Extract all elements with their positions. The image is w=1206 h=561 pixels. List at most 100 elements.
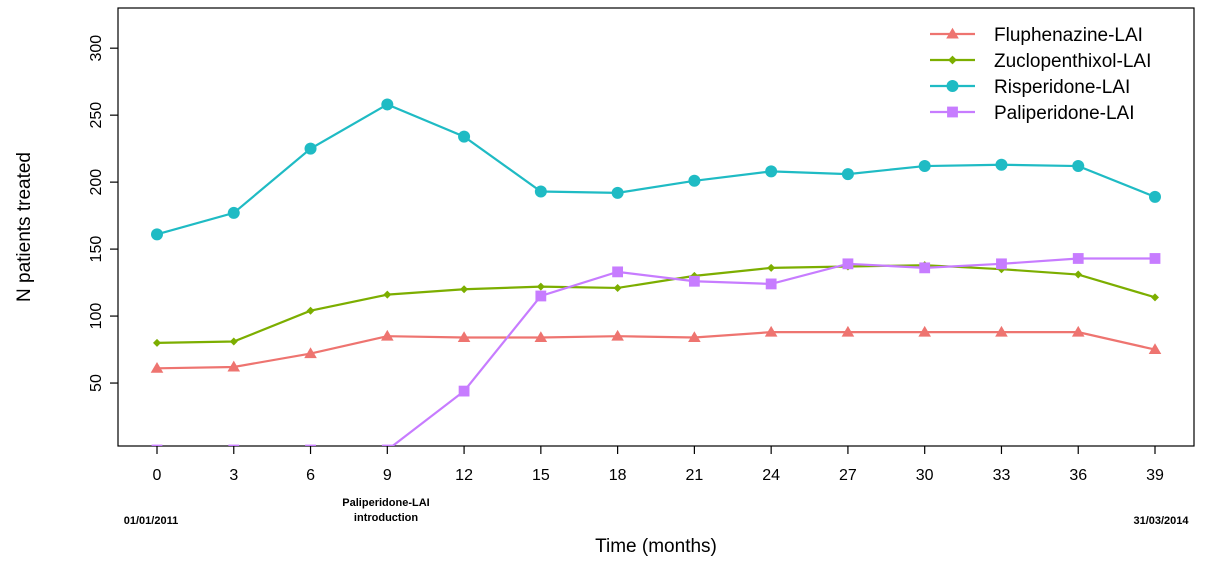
plot-frame: [117, 7, 1195, 447]
y-tick-label: 200: [88, 169, 105, 196]
x-axis: 0 3 6 9 12 15 18 21 24 27 30 33 36 39: [153, 446, 1164, 484]
legend-item-paliperidone-lai: Paliperidone-LAI: [930, 103, 1134, 124]
series-fluphenazine-lai: [150, 325, 1162, 373]
data-point-fluphenazine-lai: [381, 329, 394, 341]
data-point-paliperidone-lai: [228, 444, 240, 446]
data-point-paliperidone-lai: [688, 275, 700, 287]
data-point-paliperidone-lai: [381, 444, 393, 446]
legend-label: Fluphenazine-LAI: [994, 25, 1143, 46]
x-tick-label: 21: [685, 467, 703, 484]
data-point-risperidone-lai: [1149, 190, 1161, 203]
legend: Fluphenazine-LAI Zuclopenthixol-LAI Risper…: [930, 25, 1151, 124]
data-point-zuclopenthixol-lai: [460, 285, 469, 294]
data-point-zuclopenthixol-lai: [767, 263, 776, 272]
data-point-fluphenazine-lai: [227, 360, 241, 372]
data-point-fluphenazine-lai: [534, 331, 548, 343]
x-tick-label: 3: [229, 467, 238, 484]
legend-marker: [946, 80, 959, 92]
series-line-risperidone-lai: [156, 103, 1156, 236]
x-tick-label: 33: [993, 467, 1011, 484]
y-tick-label: 250: [88, 102, 105, 129]
data-point-zuclopenthixol-lai: [229, 337, 238, 346]
y-tick-label: 150: [88, 236, 105, 263]
end-date-annotation: 31/03/2014: [1133, 515, 1189, 527]
introduction-annotation-line2: introduction: [354, 512, 418, 524]
data-point-risperidone-lai: [611, 186, 624, 199]
legend-label: Paliperidone-LAI: [994, 103, 1134, 124]
series-line-paliperidone-lai: [390, 257, 1155, 446]
data-point-fluphenazine-lai: [1071, 325, 1085, 337]
series-layer: [150, 98, 1162, 446]
data-point-fluphenazine-lai: [764, 325, 778, 337]
x-tick-label: 9: [383, 467, 392, 484]
x-tick-label: 39: [1146, 467, 1164, 484]
data-point-fluphenazine-lai: [457, 331, 471, 343]
data-point-risperidone-lai: [534, 185, 547, 198]
legend-label: Zuclopenthixol-LAI: [994, 51, 1151, 72]
x-tick-label: 36: [1069, 467, 1087, 484]
data-point-fluphenazine-lai: [918, 325, 931, 337]
series-line-zuclopenthixol-lai: [156, 264, 1156, 344]
data-point-risperidone-lai: [381, 98, 394, 111]
x-tick-label: 0: [153, 467, 162, 484]
legend-marker: [946, 27, 959, 39]
data-point-risperidone-lai: [995, 158, 1008, 171]
data-point-fluphenazine-lai: [304, 347, 317, 359]
data-point-paliperidone-lai: [305, 444, 316, 446]
data-point-fluphenazine-lai: [688, 331, 701, 343]
series-line-fluphenazine-lai: [156, 331, 1156, 370]
data-point-paliperidone-lai: [765, 278, 777, 290]
data-point-zuclopenthixol-lai: [383, 290, 392, 299]
data-point-risperidone-lai: [458, 130, 471, 143]
x-tick-label: 24: [762, 467, 780, 484]
series-zuclopenthixol-lai: [153, 261, 1159, 347]
data-point-zuclopenthixol-lai: [1151, 293, 1159, 302]
x-tick-label: 18: [609, 467, 627, 484]
data-point-paliperidone-lai: [151, 444, 163, 446]
series-paliperidone-lai: [151, 253, 1161, 446]
y-tick-label: 300: [88, 35, 105, 62]
data-point-zuclopenthixol-lai: [1074, 270, 1083, 279]
legend-marker: [947, 106, 958, 118]
data-point-fluphenazine-lai: [1148, 343, 1162, 355]
y-tick-label: 50: [88, 374, 105, 392]
data-point-risperidone-lai: [918, 160, 931, 173]
data-point-risperidone-lai: [304, 142, 317, 155]
data-point-paliperidone-lai: [919, 262, 931, 274]
data-point-paliperidone-lai: [458, 385, 470, 397]
legend-item-fluphenazine-lai: Fluphenazine-LAI: [930, 25, 1143, 46]
data-point-paliperidone-lai: [1072, 253, 1084, 264]
x-axis-title: Time (months): [595, 536, 717, 557]
legend-label: Risperidone-LAI: [994, 77, 1130, 98]
introduction-annotation-line1: Paliperidone-LAI: [342, 497, 429, 509]
data-point-fluphenazine-lai: [841, 325, 855, 337]
data-point-paliperidone-lai: [1149, 253, 1161, 264]
data-point-risperidone-lai: [765, 165, 778, 178]
legend-marker: [948, 55, 957, 65]
data-point-fluphenazine-lai: [611, 329, 624, 341]
data-point-paliperidone-lai: [612, 266, 624, 278]
data-point-paliperidone-lai: [535, 290, 547, 302]
data-point-risperidone-lai: [841, 168, 854, 181]
x-tick-label: 15: [532, 467, 550, 484]
series-risperidone-lai: [151, 98, 1161, 241]
data-point-zuclopenthixol-lai: [536, 282, 545, 291]
data-point-paliperidone-lai: [996, 258, 1007, 270]
data-point-risperidone-lai: [151, 228, 163, 241]
data-point-zuclopenthixol-lai: [153, 338, 161, 347]
y-tick-label: 100: [88, 303, 105, 330]
data-point-risperidone-lai: [1072, 160, 1085, 173]
y-axis-title: N patients treated: [14, 152, 35, 302]
start-date-annotation: 01/01/2011: [124, 515, 178, 527]
legend-item-risperidone-lai: Risperidone-LAI: [930, 77, 1130, 98]
data-point-risperidone-lai: [227, 206, 240, 219]
data-point-fluphenazine-lai: [150, 362, 164, 373]
x-tick-label: 30: [916, 467, 934, 484]
data-point-risperidone-lai: [688, 174, 701, 187]
x-tick-label: 12: [455, 467, 473, 484]
x-tick-label: 6: [306, 467, 315, 484]
data-point-zuclopenthixol-lai: [306, 306, 315, 315]
x-tick-label: 27: [839, 467, 857, 484]
data-point-fluphenazine-lai: [995, 325, 1008, 337]
